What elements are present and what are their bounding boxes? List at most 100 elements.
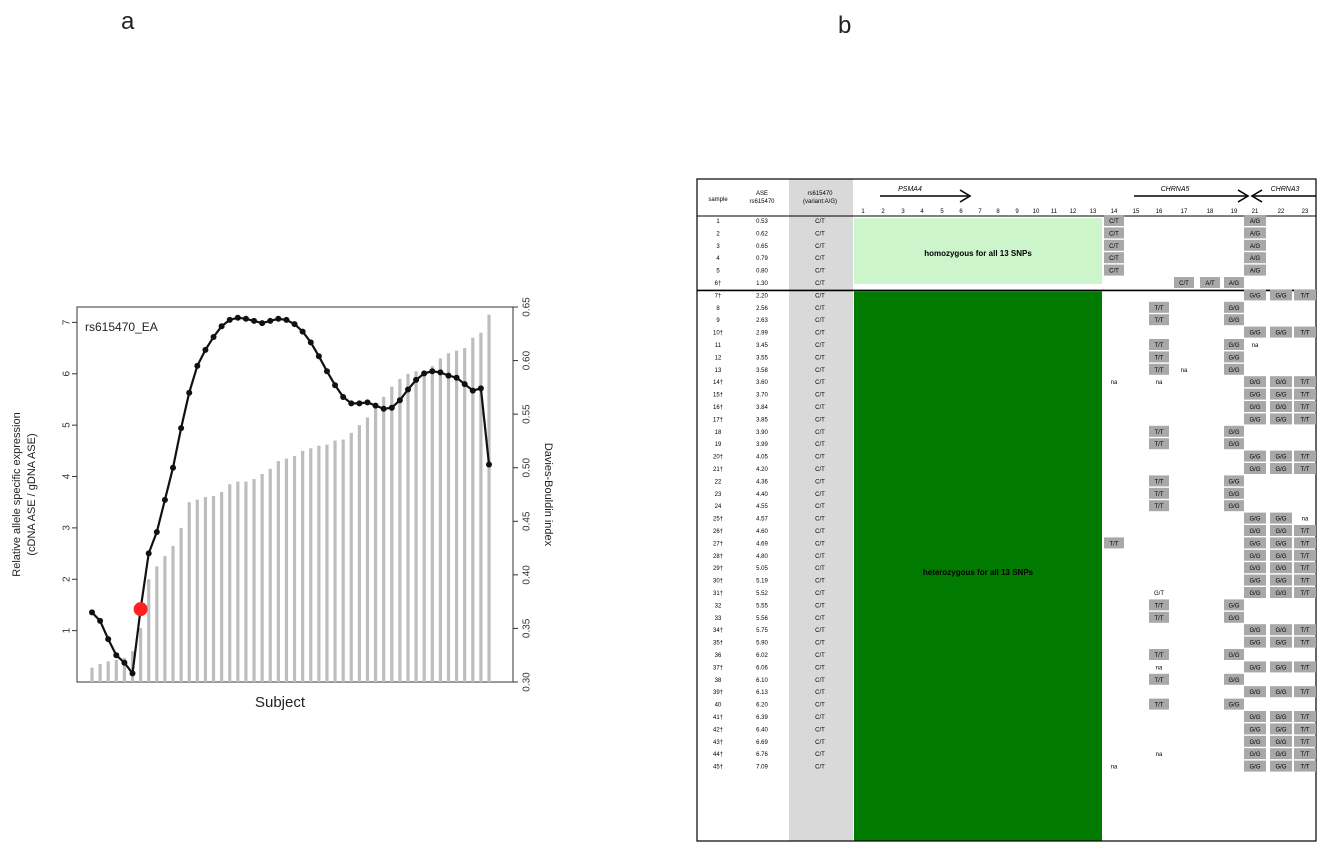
genotype-cell (1149, 363, 1169, 375)
row-ase: 5.05 (756, 566, 768, 572)
snp-number: 1 (861, 209, 865, 215)
row-ase: 4.05 (756, 455, 768, 461)
gene-arrowhead-chrna3 (1250, 189, 1263, 203)
genotype-cell (1270, 587, 1292, 598)
genotype-cell-label: G/G (1275, 554, 1286, 560)
genotype-cell-label: C/T (1109, 244, 1119, 250)
row-variant: C/T (815, 442, 825, 448)
genotype-cell (1294, 686, 1316, 698)
row-sample: 33 (715, 616, 722, 622)
genotype-cell (1294, 401, 1316, 412)
genotype-cell-label: na (1111, 765, 1118, 771)
snp-number: 22 (1278, 209, 1285, 215)
genotype-cell (1270, 413, 1292, 425)
genotype-cell-label: G/G (1275, 665, 1286, 671)
y2-axis-label: Davies-Bouldin index (542, 443, 554, 547)
bar (365, 417, 370, 682)
line-point (105, 636, 112, 643)
genotype-cell (1149, 301, 1169, 313)
row-variant: C/T (815, 219, 825, 225)
row-sample: 13 (715, 368, 722, 374)
genotype-cell (1294, 587, 1316, 598)
genotype-cell-label: G/G (1249, 665, 1260, 671)
genotype-cell-label: G/G (1275, 740, 1286, 746)
bar (236, 481, 240, 682)
snp-number: 23 (1302, 209, 1309, 215)
genotype-cell-label: T/T (1301, 665, 1310, 671)
row-sample: 11 (715, 343, 722, 349)
genotype-cell-label: T/T (1301, 752, 1310, 758)
row-sample: 20† (713, 455, 723, 461)
line-point (404, 386, 411, 393)
genotype-cell (1244, 587, 1266, 598)
x-axis-label: Subject (255, 694, 306, 711)
genotype-cell (1270, 562, 1292, 574)
row-sample: 26† (713, 529, 723, 535)
row-variant: C/T (815, 665, 825, 671)
line-point (486, 461, 492, 468)
row-ase: 5.56 (756, 616, 768, 622)
genotype-cell (1244, 537, 1266, 549)
row-ase: 0.79 (756, 256, 768, 262)
row-variant: C/T (815, 641, 825, 647)
snp-number: 11 (1051, 209, 1058, 215)
genotype-cell (1224, 425, 1244, 437)
bar (398, 378, 402, 682)
bar (106, 661, 110, 682)
row-sample: 40 (715, 703, 722, 709)
snp-number: 2 (881, 209, 885, 215)
panel-label-b: b (838, 12, 852, 39)
row-sample: 24 (715, 504, 722, 510)
gene-arrowhead-psma4 (959, 189, 972, 203)
genotype-cell (1270, 450, 1292, 462)
genotype-cell-label: G/G (1249, 690, 1260, 696)
row-variant: C/T (815, 293, 825, 299)
row-variant: C/T (815, 455, 825, 461)
genotype-cell-label: T/T (1155, 492, 1164, 498)
snp-number: 7 (978, 209, 982, 215)
genotype-cell (1270, 376, 1292, 388)
genotype-cell-label: G/G (1228, 616, 1239, 622)
genotype-cell (1270, 723, 1292, 735)
genotype-cell (1244, 562, 1266, 574)
genotype-cell-label: G/G (1275, 393, 1286, 399)
line-point (210, 334, 217, 340)
genotype-cell (1244, 215, 1266, 226)
genotype-cell-label: G/G (1275, 380, 1286, 386)
genotype-cell-label: C/T (1109, 269, 1119, 275)
line-point (299, 328, 306, 335)
line-point (145, 550, 152, 557)
genotype-cell-label: T/T (1301, 765, 1310, 771)
genotype-cell-label: G/G (1275, 293, 1286, 299)
genotype-cell-label: na (1252, 343, 1259, 349)
line-point (348, 400, 355, 407)
row-ase: 6.10 (756, 678, 768, 684)
line-point (194, 362, 201, 369)
row-sample: 4 (716, 256, 720, 262)
row-variant: C/T (815, 554, 825, 560)
row-ase: 4.80 (756, 554, 768, 560)
row-sample: 32 (715, 603, 722, 609)
genotype-cell-label: G/G (1275, 405, 1286, 411)
genotype-cell (1294, 748, 1316, 760)
genotype-cell (1294, 463, 1316, 474)
genotype-cell (1224, 277, 1244, 288)
genotype-cell (1104, 239, 1124, 251)
genotype-cell (1270, 661, 1292, 673)
genotype-cell (1244, 711, 1266, 722)
homozygous-band (854, 218, 1102, 284)
genotype-cell-label: G/G (1228, 368, 1239, 374)
row-variant: C/T (815, 579, 825, 585)
row-variant: C/T (815, 417, 825, 423)
header-variant: rs615470 (807, 191, 833, 197)
genotype-cell (1244, 686, 1266, 698)
line-point (283, 316, 290, 323)
genotype-cell (1224, 698, 1244, 710)
row-sample: 15† (713, 393, 723, 399)
bar (301, 450, 305, 682)
row-sample: 31† (713, 591, 723, 597)
row-variant: C/T (815, 715, 825, 721)
genotype-cell (1270, 549, 1292, 561)
genotype-cell-label: G/G (1275, 641, 1286, 647)
genotype-cell-label: A/G (1250, 269, 1261, 275)
